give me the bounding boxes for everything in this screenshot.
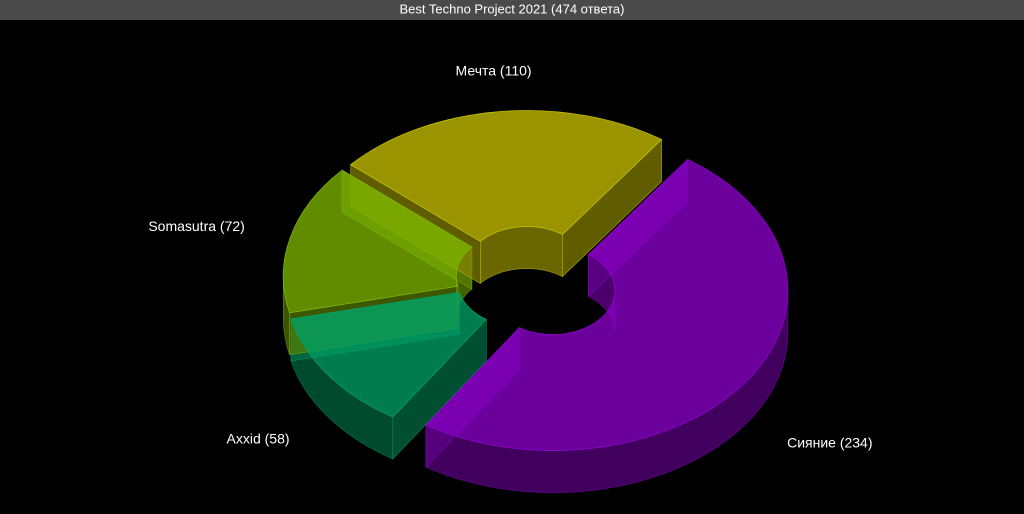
slice bbox=[290, 291, 487, 418]
chart-title: Best Techno Project 2021 (474 ответа) bbox=[400, 1, 625, 16]
slice bbox=[282, 169, 473, 314]
slice-label: Axxid (58) bbox=[227, 430, 290, 446]
slice bbox=[425, 158, 789, 451]
slice-label: Somasutra (72) bbox=[148, 218, 244, 234]
slice-label: Сияние (234) bbox=[787, 435, 872, 451]
title-bar bbox=[0, 0, 1024, 20]
labels: Сияние (234) Axxid (58) Somasutra (72) Мечт… bbox=[148, 63, 872, 451]
slice bbox=[349, 110, 663, 242]
tops bbox=[282, 110, 789, 451]
slice-label: Мечта (110) bbox=[456, 63, 532, 79]
